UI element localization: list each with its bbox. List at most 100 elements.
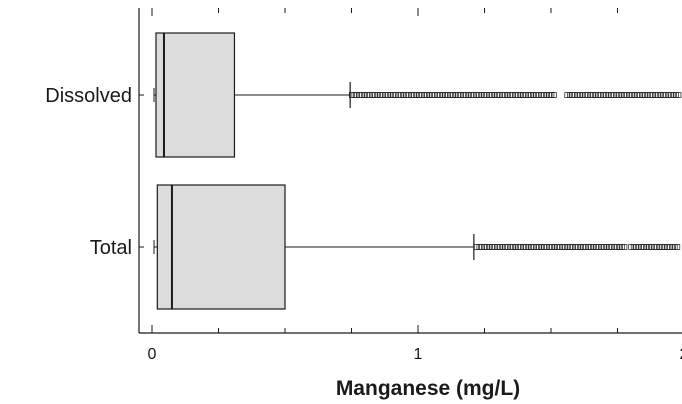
outlier-point xyxy=(668,92,674,98)
outlier-point xyxy=(489,244,495,250)
outlier-point xyxy=(662,244,668,250)
outlier-point xyxy=(421,92,427,98)
outlier-point xyxy=(546,244,552,250)
outlier-point xyxy=(641,244,647,250)
outlier-point xyxy=(463,92,469,98)
outlier-point xyxy=(616,244,623,250)
outlier-point xyxy=(633,244,639,250)
outlier-point xyxy=(655,92,661,98)
outlier-point xyxy=(647,92,653,98)
outlier-point xyxy=(504,92,511,98)
outlier-point xyxy=(628,244,634,250)
outlier-point xyxy=(626,92,632,98)
category-label: Total xyxy=(90,237,132,259)
outlier-point xyxy=(533,244,539,250)
outlier-point xyxy=(406,92,412,98)
outlier-point xyxy=(367,92,373,98)
outlier-point xyxy=(559,244,565,250)
outlier-point xyxy=(580,244,586,250)
outlier-point xyxy=(601,244,607,250)
outlier-point xyxy=(348,92,355,98)
outlier-point xyxy=(416,92,422,98)
outlier-point xyxy=(497,244,503,250)
outlier-point xyxy=(608,92,614,98)
outlier-point xyxy=(603,244,610,250)
outlier-point xyxy=(450,92,456,98)
outlier-point xyxy=(543,92,550,98)
outlier-point xyxy=(476,244,482,250)
outlier-point xyxy=(520,92,526,98)
outlier-point xyxy=(489,92,495,98)
x-tick-label: 0 xyxy=(148,346,157,363)
outlier-point xyxy=(439,92,446,98)
outlier-point xyxy=(452,92,459,98)
outlier-point xyxy=(377,92,383,98)
outlier-point xyxy=(583,244,589,250)
outlier-point xyxy=(395,92,401,98)
outlier-point xyxy=(580,92,586,98)
outlier-point xyxy=(536,92,542,98)
outlier-point xyxy=(369,92,375,98)
outlier-point xyxy=(497,92,503,98)
outlier-point xyxy=(541,244,547,250)
outlier-point xyxy=(557,244,563,250)
outlier-point xyxy=(445,92,451,98)
outlier-point xyxy=(541,92,547,98)
outlier-point xyxy=(603,92,609,98)
outlier-point xyxy=(660,92,666,98)
outlier-point xyxy=(621,92,627,98)
outlier-point xyxy=(538,92,544,98)
outlier-point xyxy=(486,92,492,98)
outlier-point xyxy=(614,244,620,250)
outlier-point xyxy=(664,244,670,250)
outlier-point xyxy=(429,92,435,98)
outlier-point xyxy=(515,92,521,98)
outlier-point xyxy=(598,92,604,98)
outlier-point xyxy=(400,92,407,98)
outlier-point xyxy=(510,92,516,98)
outlier-point xyxy=(424,92,430,98)
outlier-point xyxy=(549,244,555,250)
outlier-point xyxy=(481,244,487,250)
outlier-point xyxy=(442,92,448,98)
outlier-point xyxy=(551,92,557,98)
outlier-point xyxy=(593,92,599,98)
outlier-point xyxy=(659,244,665,250)
outlier-point xyxy=(525,244,532,250)
outlier-point xyxy=(458,92,464,98)
outlier-point xyxy=(636,244,642,250)
outlier-point xyxy=(372,92,378,98)
outlier-point xyxy=(551,244,558,250)
outlier-point xyxy=(637,92,643,98)
outlier-point xyxy=(575,244,581,250)
outlier-point xyxy=(671,92,677,98)
outlier-point xyxy=(354,92,360,98)
outlier-point xyxy=(403,92,409,98)
outlier-point xyxy=(523,244,529,250)
outlier-point xyxy=(639,92,645,98)
outlier-point xyxy=(577,244,584,250)
outlier-point xyxy=(613,92,619,98)
outlier-point xyxy=(419,92,425,98)
outlier-point xyxy=(361,92,368,98)
outlier-point xyxy=(359,92,365,98)
outlier-point xyxy=(645,92,651,98)
outlier-point xyxy=(374,92,381,98)
outlier-point xyxy=(356,92,362,98)
outlier-point xyxy=(638,244,644,250)
outlier-point xyxy=(476,92,482,98)
outlier-point xyxy=(654,244,660,250)
outlier-point xyxy=(393,92,399,98)
outlier-point xyxy=(611,244,617,250)
outlier-point xyxy=(582,92,588,98)
outlier-point xyxy=(382,92,388,98)
outlier-point xyxy=(567,244,573,250)
outlier-point xyxy=(512,244,519,250)
outlier-point xyxy=(518,244,524,250)
outlier-point xyxy=(390,92,396,98)
outlier-point xyxy=(590,244,597,250)
outlier-point xyxy=(523,92,529,98)
outlier-point xyxy=(531,244,537,250)
outlier-point xyxy=(572,244,578,250)
outlier-point xyxy=(455,92,461,98)
